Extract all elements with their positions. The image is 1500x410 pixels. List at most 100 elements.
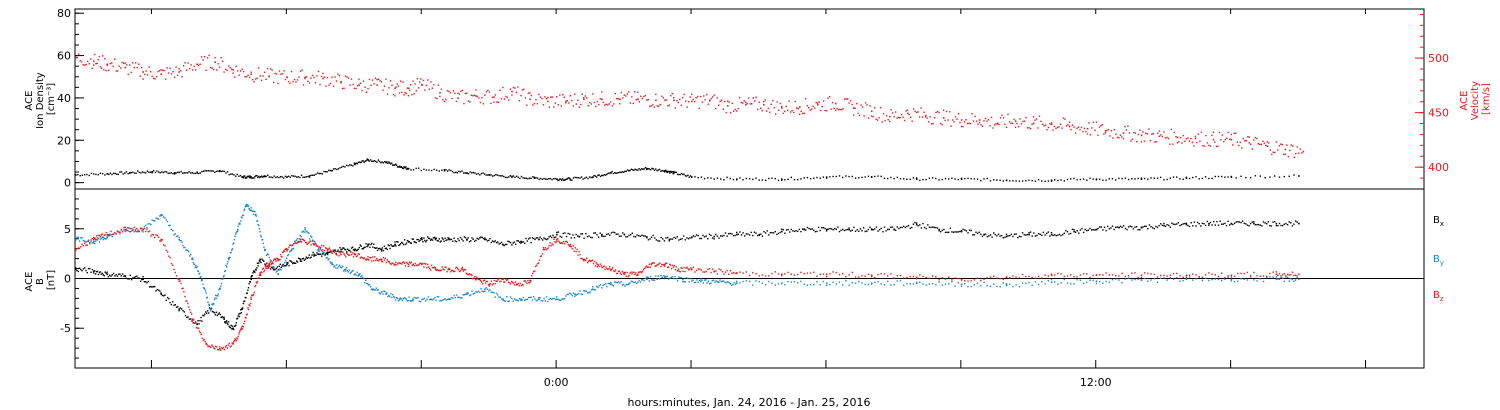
- data-point: [931, 275, 934, 277]
- data-point: [354, 273, 356, 275]
- data-point: [1259, 143, 1261, 146]
- data-point: [1248, 225, 1250, 227]
- data-point: [373, 260, 375, 262]
- data-point: [109, 274, 111, 276]
- data-point: [80, 237, 82, 239]
- data-point: [854, 107, 856, 110]
- data-point: [256, 262, 259, 264]
- data-point: [1044, 124, 1047, 126]
- data-point: [275, 176, 277, 179]
- data-point: [154, 220, 156, 222]
- data-point: [390, 244, 392, 246]
- data-point: [307, 242, 309, 245]
- data-point: [153, 170, 155, 172]
- data-point: [245, 317, 247, 319]
- data-point: [825, 177, 828, 179]
- data-point: [457, 97, 459, 99]
- data-point: [142, 78, 144, 80]
- data-point: [794, 100, 796, 103]
- data-point: [891, 112, 894, 114]
- data-point: [183, 291, 185, 293]
- data-point: [273, 266, 275, 268]
- data-point: [518, 284, 520, 287]
- data-point: [421, 237, 423, 239]
- data-point: [203, 315, 205, 317]
- data-point: [604, 235, 606, 237]
- data-point: [553, 297, 555, 300]
- data-point: [713, 94, 715, 96]
- data-point: [497, 241, 499, 243]
- data-point: [988, 235, 990, 237]
- data-point: [121, 61, 123, 64]
- data-point: [110, 230, 112, 233]
- data-point: [1185, 223, 1188, 226]
- data-point: [556, 231, 558, 234]
- data-point: [527, 238, 530, 240]
- data-point: [331, 252, 333, 254]
- data-point: [1066, 275, 1069, 277]
- data-point: [440, 299, 442, 302]
- data-point: [296, 241, 299, 243]
- data-point: [625, 275, 627, 277]
- data-point: [481, 281, 483, 283]
- data-point: [842, 176, 844, 179]
- data-point: [670, 276, 672, 278]
- data-point: [312, 242, 314, 245]
- data-point: [404, 243, 407, 246]
- data-point: [623, 94, 625, 96]
- data-point: [1076, 230, 1078, 232]
- data-point: [87, 60, 89, 63]
- data-point: [141, 230, 143, 232]
- data-point: [1214, 141, 1216, 143]
- data-point: [314, 254, 316, 257]
- data-point: [700, 237, 703, 240]
- data-point: [229, 346, 231, 348]
- data-point: [549, 242, 551, 244]
- data-point: [1257, 143, 1259, 145]
- data-point: [661, 169, 663, 172]
- data-point: [198, 330, 201, 332]
- data-point: [434, 267, 437, 269]
- data-point: [1131, 279, 1133, 281]
- data-point: [484, 288, 486, 290]
- data-point: [434, 97, 437, 99]
- data-point: [739, 231, 741, 233]
- data-point: [1012, 180, 1014, 182]
- data-point: [567, 293, 570, 296]
- data-point: [205, 69, 207, 71]
- data-point: [568, 177, 571, 179]
- data-point: [684, 175, 686, 177]
- data-point: [739, 177, 741, 179]
- data-point: [1131, 178, 1133, 180]
- data-point: [485, 287, 487, 289]
- data-point: [76, 57, 78, 59]
- data-point: [1249, 222, 1252, 225]
- data-point: [373, 160, 376, 162]
- data-point: [358, 274, 360, 276]
- data-point: [874, 276, 876, 279]
- data-point: [437, 240, 439, 242]
- data-point: [864, 230, 866, 233]
- data-point: [214, 56, 216, 59]
- data-point: [376, 247, 378, 249]
- data-point: [420, 78, 422, 80]
- data-point: [196, 63, 198, 66]
- data-point: [151, 219, 153, 221]
- data-point: [124, 66, 127, 69]
- data-point: [768, 177, 770, 180]
- data-point: [182, 244, 184, 247]
- data-point: [297, 240, 299, 242]
- data-point: [250, 296, 252, 298]
- data-point: [428, 88, 431, 90]
- data-point: [557, 298, 559, 301]
- data-point: [854, 177, 857, 179]
- data-point: [401, 299, 404, 302]
- data-point: [264, 265, 266, 267]
- data-point: [1046, 129, 1048, 131]
- data-point: [942, 117, 945, 119]
- data-point: [446, 298, 449, 301]
- data-point: [1105, 179, 1107, 181]
- data-point: [1277, 278, 1279, 280]
- data-point: [663, 240, 666, 242]
- data-point: [502, 86, 504, 89]
